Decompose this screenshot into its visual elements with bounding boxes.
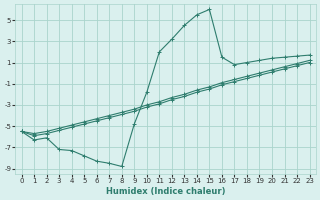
X-axis label: Humidex (Indice chaleur): Humidex (Indice chaleur) [106,187,225,196]
